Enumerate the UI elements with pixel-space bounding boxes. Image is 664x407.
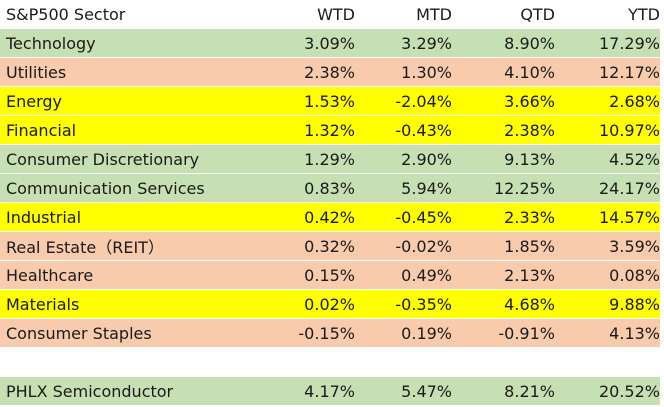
qtd-value: 3.66% [504,91,555,111]
qtd-value: 4.10% [504,62,555,82]
sector-name: Utilities [6,62,67,82]
ytd-value: 14.57% [598,207,660,227]
table-row: Industrial 0.42% -0.45% 2.33% 14.57% [0,203,660,231]
qtd-value: 2.33% [504,207,555,227]
wtd-value: 1.29% [304,149,355,169]
table-row: Utilities 2.38% 1.30% 4.10% 12.17% [0,58,660,86]
header-ytd: YTD [628,4,660,24]
qtd-value: -0.91% [498,323,555,343]
sector-name: Financial [6,120,77,140]
wtd-value: 3.09% [304,33,355,53]
ytd-value: 17.29% [598,33,660,53]
ytd-value: 10.97% [598,120,660,140]
mtd-value: 2.90% [401,149,452,169]
ytd-value: 20.52% [598,381,660,401]
mtd-value: -2.04% [395,91,452,111]
wtd-value: 1.32% [304,120,355,140]
ytd-value: 3.59% [609,236,660,256]
wtd-value: 0.83% [304,178,355,198]
semiconductor-row: PHLX Semiconductor 4.17% 5.47% 8.21% 20.… [0,377,660,405]
mtd-value: 3.29% [401,33,452,53]
mtd-value: -0.02% [395,236,452,256]
header-qtd: QTD [520,4,555,24]
table-row: Technology 3.09% 3.29% 8.90% 17.29% [0,29,660,57]
sector-name: Communication Services [6,178,205,198]
sector-name: Materials [6,294,80,314]
ytd-value: 24.17% [598,178,660,198]
sector-name: Consumer Discretionary [6,149,200,169]
ytd-value: 9.88% [609,294,660,314]
qtd-value: 2.38% [504,120,555,140]
wtd-value: 0.32% [304,236,355,256]
qtd-value: 4.68% [504,294,555,314]
table-row: Communication Services 0.83% 5.94% 12.25… [0,174,660,202]
wtd-value: 4.17% [304,381,355,401]
qtd-value: 8.21% [504,381,555,401]
qtd-value: 2.13% [504,265,555,285]
sector-name: PHLX Semiconductor [6,381,174,401]
wtd-value: 0.02% [304,294,355,314]
mtd-value: 1.30% [401,62,452,82]
mtd-value: 0.19% [401,323,452,343]
ytd-value: 0.08% [609,265,660,285]
mtd-value: -0.35% [395,294,452,314]
ytd-value: 12.17% [598,62,660,82]
table-row: Real Estate（REIT） 0.32% -0.02% 1.85% 3.5… [0,232,660,260]
wtd-value: 0.15% [304,265,355,285]
mtd-value: 5.47% [401,381,452,401]
ytd-value: 2.68% [609,91,660,111]
wtd-value: 0.42% [304,207,355,227]
table-row: Consumer Staples -0.15% 0.19% -0.91% 4.1… [0,319,660,347]
sector-name: Technology [6,33,96,53]
sector-name: Energy [6,91,63,111]
header-row: S&P500 Sector WTD MTD QTD YTD [0,0,660,28]
spacer-row [0,348,660,376]
mtd-value: -0.45% [395,207,452,227]
wtd-value: 1.53% [304,91,355,111]
sector-name: Healthcare [6,265,94,285]
wtd-value: -0.15% [298,323,355,343]
wtd-value: 2.38% [304,62,355,82]
table-row: Materials 0.02% -0.35% 4.68% 9.88% [0,290,660,318]
mtd-value: 0.49% [401,265,452,285]
ytd-value: 4.52% [609,149,660,169]
table-row: Healthcare 0.15% 0.49% 2.13% 0.08% [0,261,660,289]
sector-name: Consumer Staples [6,323,152,343]
qtd-value: 8.90% [504,33,555,53]
header-mtd: MTD [416,4,452,24]
table-row: Energy 1.53% -2.04% 3.66% 2.68% [0,87,660,115]
header-wtd: WTD [317,4,355,24]
sector-name: Real Estate（REIT） [6,238,164,257]
table-row: Consumer Discretionary 1.29% 2.90% 9.13%… [0,145,660,173]
header-sector: S&P500 Sector [6,4,126,24]
qtd-value: 9.13% [504,149,555,169]
ytd-value: 4.13% [609,323,660,343]
mtd-value: 5.94% [401,178,452,198]
qtd-value: 1.85% [504,236,555,256]
qtd-value: 12.25% [493,178,555,198]
mtd-value: -0.43% [395,120,452,140]
table-row: Financial 1.32% -0.43% 2.38% 10.97% [0,116,660,144]
sector-name: Industrial [6,207,82,227]
